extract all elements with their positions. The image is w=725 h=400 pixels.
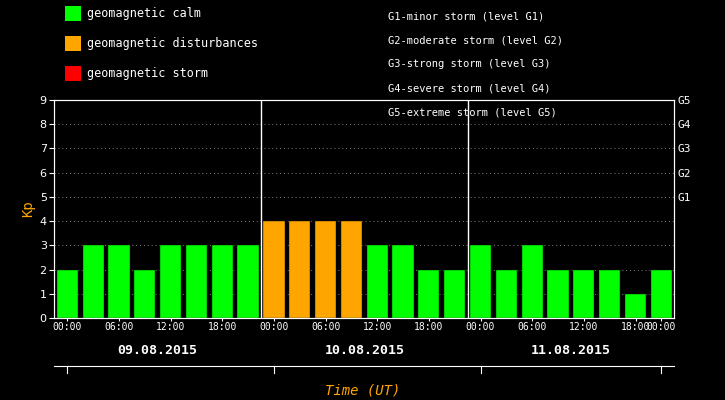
Text: 11.08.2015: 11.08.2015 <box>531 344 611 356</box>
Bar <box>212 245 233 318</box>
Text: G3-strong storm (level G3): G3-strong storm (level G3) <box>388 59 550 69</box>
Bar <box>573 270 594 318</box>
Text: G2-moderate storm (level G2): G2-moderate storm (level G2) <box>388 35 563 45</box>
Bar <box>57 270 78 318</box>
Text: 10.08.2015: 10.08.2015 <box>324 344 405 356</box>
Bar <box>625 294 646 318</box>
Bar <box>444 270 465 318</box>
Bar <box>651 270 672 318</box>
Bar <box>470 245 491 318</box>
Text: geomagnetic storm: geomagnetic storm <box>87 68 208 80</box>
Bar <box>289 221 310 318</box>
Bar <box>496 270 517 318</box>
Text: geomagnetic calm: geomagnetic calm <box>87 8 201 20</box>
Bar <box>108 245 130 318</box>
Bar <box>599 270 621 318</box>
Bar <box>263 221 284 318</box>
Bar <box>341 221 362 318</box>
Text: G5-extreme storm (level G5): G5-extreme storm (level G5) <box>388 107 557 117</box>
Bar <box>392 245 414 318</box>
Bar <box>367 245 388 318</box>
Text: geomagnetic disturbances: geomagnetic disturbances <box>87 38 258 50</box>
Bar <box>521 245 543 318</box>
Text: Time (UT): Time (UT) <box>325 383 400 397</box>
Bar <box>83 245 104 318</box>
Y-axis label: Kp: Kp <box>22 201 36 217</box>
Text: G1-minor storm (level G1): G1-minor storm (level G1) <box>388 11 544 21</box>
Bar <box>547 270 568 318</box>
Bar <box>315 221 336 318</box>
Bar <box>160 245 181 318</box>
Text: 09.08.2015: 09.08.2015 <box>117 344 198 356</box>
Bar <box>134 270 155 318</box>
Bar <box>238 245 259 318</box>
Bar <box>418 270 439 318</box>
Bar <box>186 245 207 318</box>
Text: G4-severe storm (level G4): G4-severe storm (level G4) <box>388 83 550 93</box>
